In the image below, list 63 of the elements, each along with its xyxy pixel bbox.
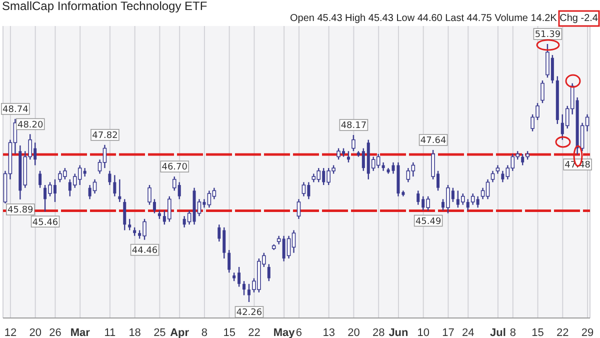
x-tick-label: 11 bbox=[104, 327, 116, 338]
candlestick bbox=[416, 190, 420, 206]
candlestick bbox=[242, 280, 246, 296]
x-tick-label: 13 bbox=[322, 327, 335, 338]
x-tick-label: 12 bbox=[4, 327, 17, 338]
x-tick-label: 22 bbox=[248, 327, 260, 338]
x-tick-label: 24 bbox=[462, 327, 474, 338]
candlestick bbox=[501, 170, 504, 183]
annotation: 44.46 bbox=[132, 246, 158, 256]
x-tick-label: 10 bbox=[417, 327, 430, 338]
x-tick-label: 17 bbox=[442, 327, 454, 338]
x-tick-label: 15 bbox=[223, 327, 236, 338]
annotation: 48.17 bbox=[340, 121, 367, 132]
chart-subtitle: Open 45.43 High 45.43 Low 44.60 Last 44.75 Volume 14.2K Chg -2.4 bbox=[290, 13, 598, 25]
candlestick bbox=[490, 170, 495, 183]
candlestick bbox=[238, 266, 241, 288]
annotation: 47.82 bbox=[92, 131, 118, 142]
x-tick-label: 6 bbox=[296, 327, 302, 338]
annotation: 47.64 bbox=[420, 136, 446, 146]
x-tick-label: Mar bbox=[70, 327, 91, 338]
x-tick-label: 8 bbox=[201, 327, 208, 338]
candlestick bbox=[476, 196, 480, 208]
annotation: 45.89 bbox=[8, 206, 34, 216]
candlestick bbox=[92, 178, 97, 194]
candlestick bbox=[470, 192, 475, 206]
annotation: 45.49 bbox=[415, 216, 442, 227]
x-tick-label: 26 bbox=[49, 327, 62, 338]
candlestick bbox=[218, 224, 221, 242]
annotation: 51.39 bbox=[534, 30, 561, 40]
x-tick-label: Jul bbox=[490, 327, 506, 338]
annotation: 45.46 bbox=[32, 218, 58, 228]
annotation: 48.74 bbox=[2, 105, 29, 116]
candlestick bbox=[38, 170, 42, 188]
candlestick bbox=[352, 134, 356, 152]
candlestick bbox=[296, 198, 301, 220]
candlestick bbox=[123, 198, 126, 231]
x-tick-label: 20 bbox=[29, 327, 42, 338]
candlestick bbox=[222, 226, 226, 260]
candlestick bbox=[267, 264, 270, 282]
x-tick-label: 25 bbox=[154, 327, 166, 338]
annotation: 42.26 bbox=[236, 308, 262, 318]
candlestick bbox=[128, 218, 132, 231]
x-tick-label: 20 bbox=[348, 327, 360, 338]
annotation: 48.20 bbox=[17, 120, 44, 130]
candlestick bbox=[302, 182, 306, 197]
candlestick bbox=[113, 174, 116, 197]
x-tick-label: 28 bbox=[372, 327, 385, 338]
x-tick-label: 22 bbox=[556, 327, 569, 338]
x-tick-label: 18 bbox=[128, 327, 141, 338]
x-tick-label: Jun bbox=[388, 327, 409, 338]
candlestick bbox=[228, 249, 231, 274]
annotation: 46.70 bbox=[162, 162, 188, 173]
x-tick-label: 8 bbox=[510, 327, 516, 338]
x-tick-label: 15 bbox=[532, 327, 544, 338]
x-tick-label: May bbox=[273, 327, 296, 338]
x-tick-label: Apr bbox=[170, 327, 190, 338]
candlestick bbox=[540, 80, 544, 104]
candlestick bbox=[521, 153, 524, 166]
candlestick bbox=[108, 170, 112, 186]
candlestick bbox=[187, 210, 192, 226]
candlestick bbox=[362, 148, 365, 172]
chart-title: SmallCap Information Technology ETF bbox=[2, 0, 208, 13]
x-tick-label: 29 bbox=[581, 327, 594, 338]
